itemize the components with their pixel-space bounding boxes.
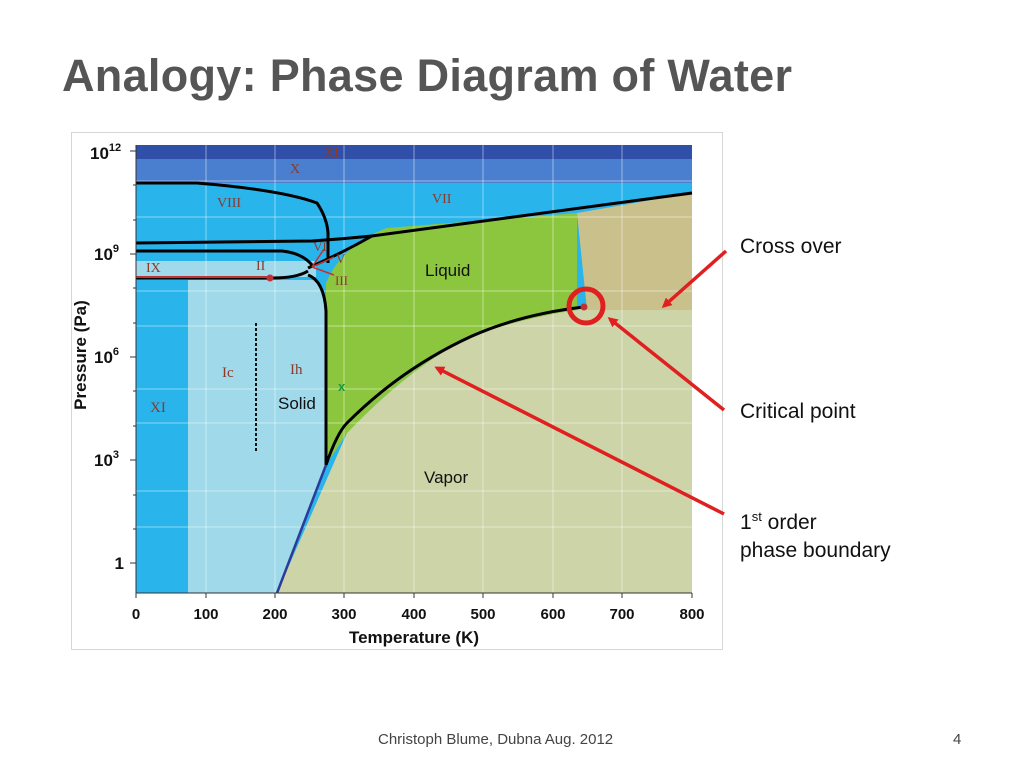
phase-label-viii: VIII <box>217 196 241 211</box>
slide-title: Analogy: Phase Diagram of Water <box>62 50 793 101</box>
x-axis-title: Temperature (K) <box>349 628 479 647</box>
x-tick-label-100: 100 <box>193 606 218 623</box>
region-ice-ix <box>136 261 316 277</box>
x-tick-label-300: 300 <box>331 606 356 623</box>
x-tick-label-700: 700 <box>609 606 634 623</box>
y-tick-label-1e9: 109 <box>94 243 119 264</box>
region-liquid <box>326 213 577 465</box>
phase-label-v: V <box>336 251 346 266</box>
boundary-viii-top <box>136 181 330 263</box>
y-tick-label-1e12: 1012 <box>90 142 121 163</box>
x-tick-label-200: 200 <box>262 606 287 623</box>
phase-diagram-figure: XI X VIII VII VI V IX II III Ic Ih XI So… <box>71 132 723 650</box>
annotation-critical-point: Critical point <box>740 400 856 423</box>
x-tick-label-800: 800 <box>679 606 704 623</box>
first-order-prefix: 1 <box>740 511 752 534</box>
boundary-vapor-liquid <box>324 305 585 466</box>
x-tick-marks <box>135 593 693 598</box>
phase-label-liquid: Liquid <box>425 261 470 280</box>
first-order-suffix: order <box>761 511 817 534</box>
phase-diagram-svg: XI X VIII VII VI V IX II III Ic Ih XI So… <box>72 142 705 647</box>
y-tick-marks <box>130 150 136 564</box>
phase-label-vi: VI <box>313 239 327 254</box>
region-medium-blue-band <box>136 159 692 183</box>
annotation-cross-over: Cross over <box>740 235 842 258</box>
phase-label-solid: Solid <box>278 394 316 413</box>
phase-label-ih: Ih <box>290 362 303 378</box>
phase-label-ic: Ic <box>222 365 234 381</box>
x-tick-label-400: 400 <box>401 606 426 623</box>
ii-point <box>266 274 274 282</box>
x-tick-label-0: 0 <box>132 606 140 623</box>
y-tick-label-1e3: 103 <box>94 449 119 470</box>
phase-label-vapor: Vapor <box>424 468 468 487</box>
boundary-sublimation <box>275 464 328 594</box>
critical-point-dot <box>580 303 588 311</box>
phase-label-xi-top: XI <box>324 146 339 161</box>
boundary-vi-horizontal <box>135 234 373 245</box>
x-tick-label-500: 500 <box>470 606 495 623</box>
region-deep-blue-band <box>136 145 692 159</box>
region-crossover <box>577 193 692 310</box>
first-order-sup: st <box>751 509 762 524</box>
phase-label-vii: VII <box>432 192 452 207</box>
annotation-phase-boundary: phase boundary <box>740 539 891 562</box>
y-tick-label-1: 1 <box>115 554 124 573</box>
annotation-first-order: 1st order <box>740 509 817 535</box>
phase-label-iii: III <box>335 273 348 288</box>
x-tick-labels: 0 100 200 300 400 500 600 700 800 <box>132 606 705 623</box>
phase-label-ix: IX <box>146 261 161 276</box>
boundary-ix-lower <box>136 249 314 267</box>
triple-point-x-mark: x <box>338 379 346 394</box>
y-tick-label-1e6: 106 <box>94 346 119 367</box>
phase-leader-lines <box>311 248 335 276</box>
phase-label-x: X <box>290 162 300 177</box>
region-light-blue-solid <box>188 280 326 593</box>
y-axis-title: Pressure (Pa) <box>72 300 90 410</box>
phase-label-xi-left: XI <box>150 400 166 416</box>
footer-author: Christoph Blume, Dubna Aug. 2012 <box>378 731 614 748</box>
phase-label-ii: II <box>256 259 266 274</box>
x-tick-label-600: 600 <box>540 606 565 623</box>
page-number: 4 <box>953 731 962 748</box>
boundary-solid-liquid <box>307 273 328 465</box>
